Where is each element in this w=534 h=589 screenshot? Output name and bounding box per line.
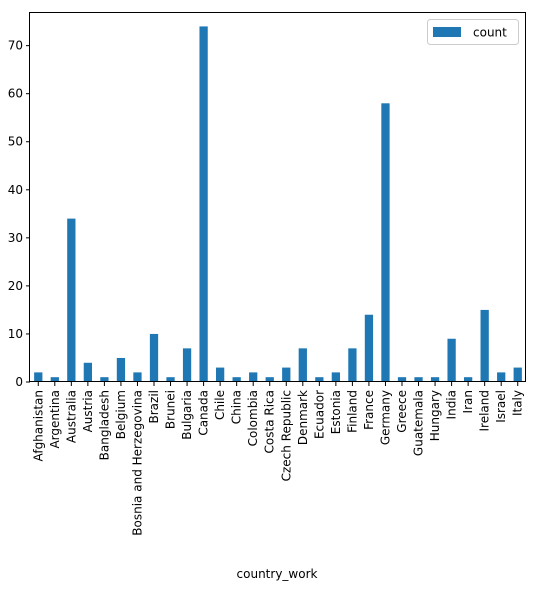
bar-france <box>364 314 374 382</box>
y-tick-label: 40 <box>8 183 23 197</box>
bar-australia <box>67 218 76 382</box>
x-tick-label: Brunei <box>164 390 178 429</box>
y-tick-label: 50 <box>8 135 23 149</box>
bar-greece <box>397 377 407 382</box>
bar-estonia <box>331 372 340 382</box>
bar-belgium <box>116 357 126 382</box>
y-tick-label: 60 <box>8 87 23 101</box>
bar-austria <box>83 362 92 382</box>
bar-italy <box>513 367 522 382</box>
bar-denmark <box>298 348 307 382</box>
x-tick-label: Brazil <box>147 390 161 424</box>
x-tick-label: Guatemala <box>412 390 426 456</box>
x-tick-label: Austria <box>81 390 95 432</box>
x-tick-label: Canada <box>197 390 211 436</box>
bar-bangladesh <box>100 377 109 382</box>
bar-ecuador <box>315 377 324 382</box>
x-tick-label: Germany <box>378 390 392 445</box>
x-tick-label: Iran <box>461 390 475 413</box>
y-tick-label: 30 <box>8 231 23 245</box>
bar-brunei <box>166 377 175 382</box>
bar-china <box>232 377 241 382</box>
y-axis: 0 10 20 30 40 50 60 70 <box>8 39 30 389</box>
y-tick-label: 0 <box>15 375 23 389</box>
bar-bosnia-and-herzegovina <box>133 372 142 382</box>
bar-ireland <box>480 309 489 382</box>
x-tick-label: India <box>445 390 459 419</box>
x-tick-label: Greece <box>395 390 409 433</box>
bar-israel <box>497 372 506 382</box>
bar-chile <box>216 367 225 382</box>
x-tick-label: Czech Republic <box>279 390 293 481</box>
plot-frame <box>29 12 526 382</box>
bar-india <box>447 338 456 382</box>
x-tick-label: Denmark <box>296 390 310 445</box>
legend-swatch <box>433 27 461 37</box>
x-tick-label: Ecuador <box>312 390 326 439</box>
bar-canada <box>199 26 208 382</box>
x-tick-label: Estonia <box>329 390 343 434</box>
bars-layer <box>34 26 522 383</box>
y-tick-label: 10 <box>8 327 23 341</box>
bar-afghanistan <box>34 372 43 382</box>
x-axis-title: country_work <box>237 567 318 581</box>
x-tick-label: Italy <box>511 390 525 416</box>
legend-box <box>427 19 519 45</box>
bar-germany <box>381 103 390 383</box>
bar-argentina <box>50 377 59 382</box>
legend: count <box>427 19 519 45</box>
bar-czech-republic <box>282 367 291 382</box>
x-tick-label: Costa Rica <box>263 390 277 453</box>
x-tick-label: China <box>230 390 244 424</box>
x-tick-label: France <box>362 390 376 430</box>
x-tick-label: Australia <box>64 390 78 443</box>
bar-finland <box>348 348 357 382</box>
bar-guatemala <box>414 377 423 382</box>
x-tick-label: Bangladesh <box>97 390 111 460</box>
bar-costa-rica <box>265 377 274 382</box>
x-tick-label: Ireland <box>478 390 492 432</box>
x-tick-label: Chile <box>213 390 227 420</box>
x-tick-label: Afghanistan <box>31 390 45 461</box>
x-tick-label: Israel <box>494 390 508 423</box>
bar-brazil <box>149 333 159 382</box>
x-axis: Afghanistan Argentina Australia Austria Bang… <box>31 382 525 536</box>
x-tick-label: Bosnia and Herzegovina <box>130 390 144 536</box>
y-tick-label: 20 <box>8 279 23 293</box>
x-tick-label: Colombia <box>246 390 260 446</box>
x-tick-label: Belgium <box>114 390 128 439</box>
x-tick-label: Bulgaria <box>180 390 194 440</box>
bar-hungary <box>430 377 440 382</box>
x-tick-label: Finland <box>345 390 359 433</box>
x-tick-label: Argentina <box>48 390 62 449</box>
x-tick-label: Hungary <box>428 390 442 441</box>
bar-iran <box>464 377 473 382</box>
y-tick-label: 70 <box>8 39 23 53</box>
legend-label: count <box>473 26 507 40</box>
bar-bulgaria <box>182 348 192 382</box>
bar-colombia <box>249 372 258 382</box>
